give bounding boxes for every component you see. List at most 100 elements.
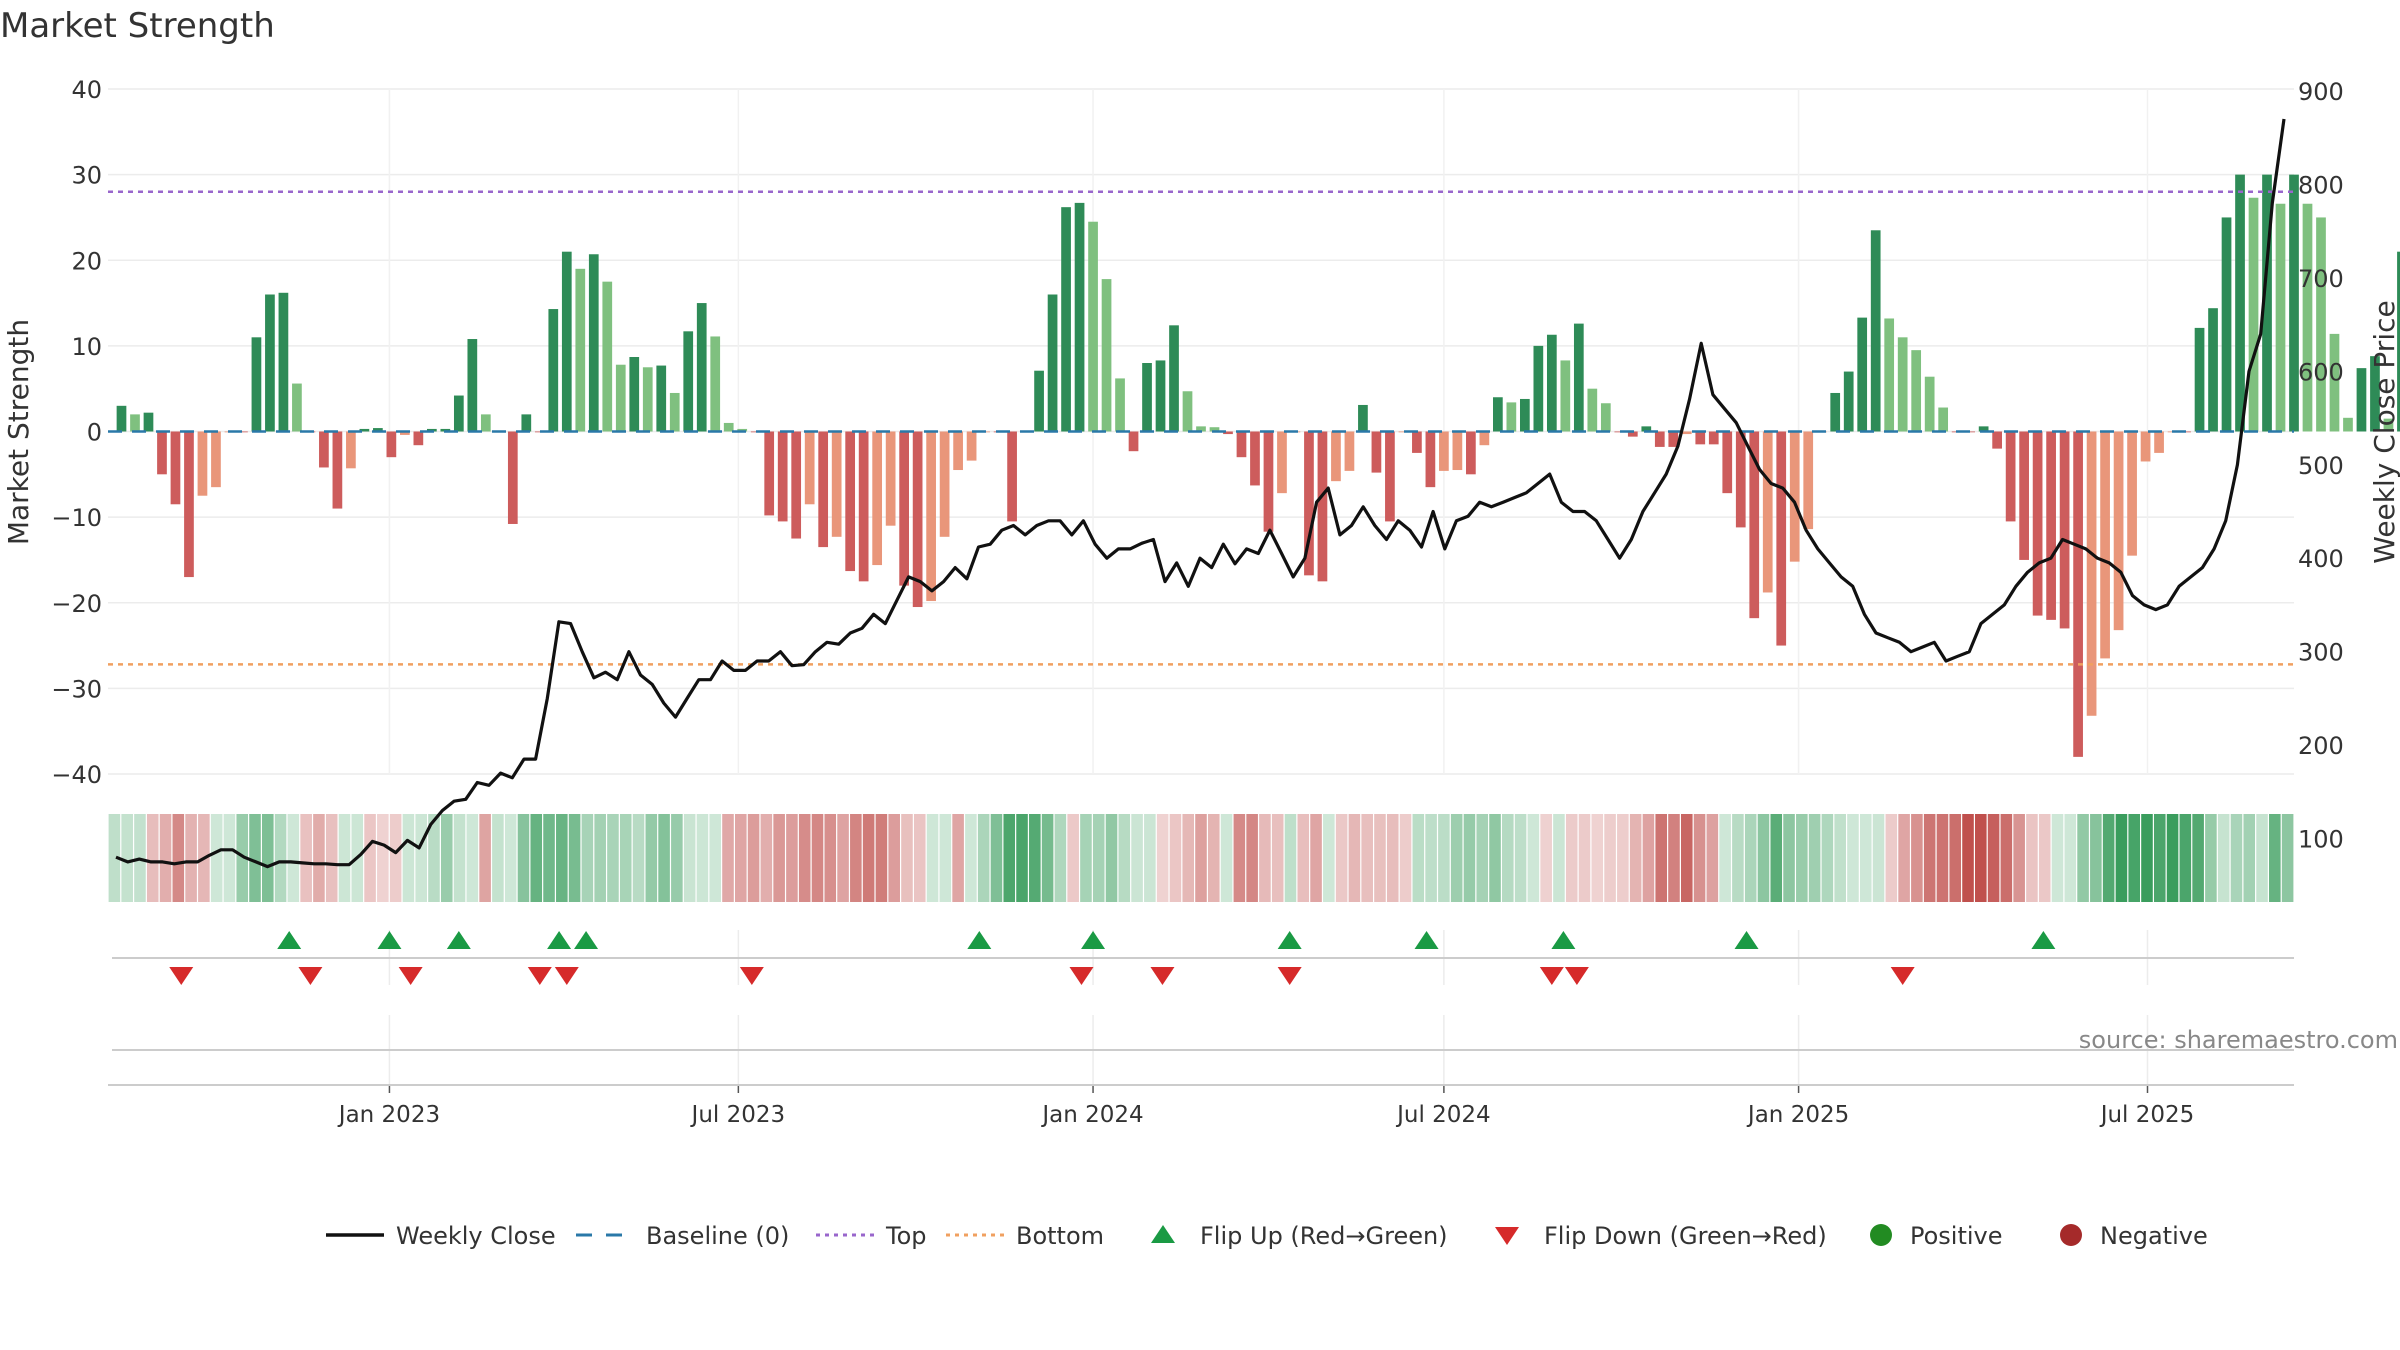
- strength-bar-negative: [413, 431, 424, 446]
- flip-up-marker: [1551, 931, 1576, 949]
- heat-cell: [1732, 814, 1744, 902]
- strength-bar-negative: [1466, 431, 1476, 475]
- strength-bar-positive: [1614, 431, 1625, 433]
- heat-cell: [402, 814, 415, 902]
- heat-cell: [1770, 814, 1783, 902]
- y-axis-label-left: Market Strength: [2, 319, 35, 545]
- heat-cell: [2077, 814, 2089, 902]
- strength-bar-positive: [737, 428, 748, 432]
- strength-bar-negative: [1654, 431, 1665, 447]
- flip-down-marker: [298, 967, 323, 985]
- strength-bar-positive: [359, 428, 370, 432]
- legend: Weekly Close Baseline (0) Top Bottom Flip Up…: [326, 1222, 2208, 1250]
- strength-bar-negative: [1277, 431, 1287, 494]
- heat-cell: [760, 814, 773, 902]
- y-tick-label-right: 300: [2298, 639, 2344, 667]
- heat-cell: [1744, 814, 1757, 902]
- strength-bar-negative: [386, 431, 397, 458]
- strength-bar-positive: [1182, 391, 1193, 432]
- strength-bar-negative: [1236, 431, 1247, 458]
- heat-cell: [734, 814, 747, 902]
- chart-title: Market Strength: [0, 6, 275, 46]
- heat-cell: [811, 814, 824, 902]
- heat-cell: [901, 814, 913, 902]
- strength-bar-positive: [1358, 404, 1368, 432]
- strength-bar-positive: [723, 422, 734, 432]
- strength-bar-negative: [872, 431, 883, 566]
- heat-cell: [1016, 814, 1028, 902]
- strength-bar-positive: [1209, 427, 1220, 432]
- strength-bar-positive: [642, 367, 653, 432]
- flip-up-marker: [1734, 931, 1759, 949]
- strength-bar-positive: [373, 428, 383, 432]
- strength-bar-negative: [2019, 431, 2029, 560]
- heat-cell: [1067, 814, 1079, 902]
- y-tick-label-left: 0: [87, 419, 102, 447]
- heat-cell: [210, 814, 223, 902]
- legend-item: Flip Down (Green→Red): [1495, 1222, 1827, 1250]
- strength-bar-negative: [845, 431, 856, 572]
- strength-bar-negative: [953, 431, 963, 471]
- strength-bar-positive: [2235, 174, 2245, 432]
- axes: 403020100−10−20−30−409008007006005004003…: [51, 76, 2343, 1128]
- strength-bar-positive: [1519, 398, 1530, 432]
- heat-cell: [1604, 814, 1616, 902]
- strength-bar-negative: [1992, 431, 2002, 449]
- strength-bar-positive: [426, 428, 437, 432]
- legend-label: Weekly Close: [396, 1222, 556, 1250]
- heat-cell: [1911, 814, 1923, 902]
- heat-cell: [415, 814, 427, 902]
- heat-cell: [466, 814, 479, 902]
- strength-bar-positive: [1101, 279, 1112, 432]
- strength-bar-negative: [1668, 431, 1679, 447]
- strength-bar-negative: [319, 431, 329, 468]
- heat-cell: [683, 814, 696, 902]
- heat-cell: [1246, 814, 1258, 902]
- heat-cell: [913, 814, 926, 902]
- flip-up-marker: [1277, 931, 1302, 949]
- strength-bar-positive: [1088, 221, 1098, 432]
- weekly-close-line: [115, 118, 2286, 869]
- x-tick-label: Jan 2024: [1040, 1102, 1143, 1128]
- heat-cell: [875, 814, 888, 902]
- strength-bar-negative: [346, 431, 356, 469]
- flip-down-marker: [1277, 967, 1302, 985]
- heat-cell: [1323, 814, 1335, 902]
- strength-bar-negative: [1749, 431, 1760, 619]
- strength-bar-positive: [548, 309, 559, 432]
- strength-bar-negative: [1412, 431, 1422, 453]
- flip-down-marker: [527, 967, 552, 985]
- heat-cell: [1872, 814, 1885, 902]
- heat-cell: [798, 814, 811, 902]
- legend-item: Negative: [2060, 1222, 2208, 1250]
- heat-cell: [530, 814, 543, 902]
- heat-cell: [1450, 814, 1463, 902]
- strength-bar-positive: [292, 383, 302, 432]
- strength-bar-negative: [1789, 431, 1800, 562]
- circle-icon: [2060, 1224, 2082, 1246]
- heat-cell: [965, 814, 977, 902]
- heat-cell: [1425, 814, 1437, 902]
- strength-bar-positive: [1965, 431, 1976, 433]
- strength-bar-negative: [1776, 431, 1787, 646]
- strength-bar-positive: [1506, 402, 1517, 432]
- y-tick-label-left: 20: [71, 247, 102, 275]
- heat-cell: [185, 814, 197, 902]
- flip-down-marker: [169, 967, 194, 985]
- strength-bar-negative: [858, 431, 869, 582]
- heat-cell: [862, 814, 875, 902]
- heat-cell: [581, 814, 594, 902]
- strength-bar-positive: [1169, 325, 1179, 432]
- legend-label: Baseline (0): [646, 1222, 789, 1250]
- heat-cell: [824, 814, 837, 902]
- heat-cell: [594, 814, 606, 902]
- flip-down-marker: [1564, 967, 1589, 985]
- heat-cell: [939, 814, 952, 902]
- strength-bar-positive: [2397, 251, 2400, 432]
- strength-bar-negative: [2154, 431, 2164, 453]
- heat-cell: [1412, 814, 1425, 902]
- heat-cell: [453, 814, 466, 902]
- strength-bar-positive: [2329, 333, 2340, 432]
- strength-bar-negative: [804, 431, 815, 505]
- heat-cell: [709, 814, 722, 902]
